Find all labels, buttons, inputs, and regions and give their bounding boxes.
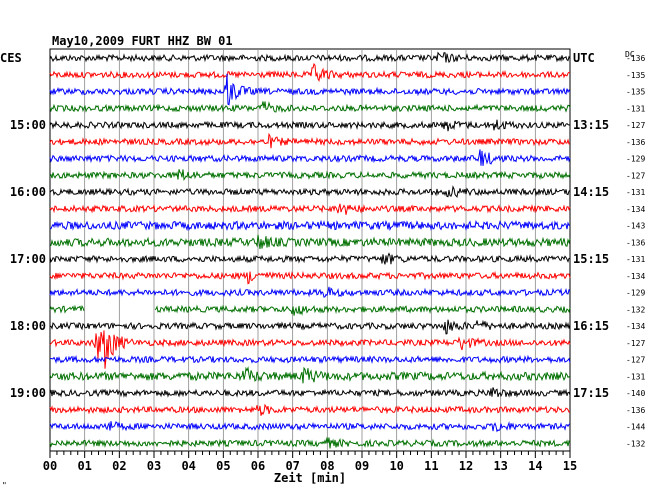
left-time-label-1: 15:00	[10, 118, 46, 132]
x-tick-label-14: 14	[528, 459, 542, 473]
dc-offset-21: -140	[626, 389, 645, 398]
trace-7	[49, 149, 571, 166]
dc-offset-23: -144	[626, 423, 645, 432]
trace-19	[50, 354, 571, 365]
right-time-label-4: 15:15	[573, 252, 609, 266]
x-tick-label-08: 08	[320, 459, 334, 473]
dc-offset-5: -127	[626, 121, 645, 130]
trace-12	[49, 234, 571, 249]
dc-offset-17: -134	[626, 322, 645, 331]
chart-title: May10,2009 FURT HHZ BW 01	[52, 34, 233, 48]
x-tick-label-15: 15	[563, 459, 577, 473]
x-tick-label-04: 04	[181, 459, 195, 473]
trace-17	[49, 319, 571, 335]
left-time-label-4: 18:00	[10, 319, 46, 333]
minute-grid	[84, 49, 536, 451]
x-tick-label-06: 06	[251, 459, 265, 473]
x-tick-label-03: 03	[147, 459, 161, 473]
trace-23	[49, 421, 571, 433]
right-time-label-1: UTC	[573, 51, 595, 65]
dc-offset-header: DC	[625, 50, 635, 59]
x-tick-label-07: 07	[285, 459, 299, 473]
trace-9	[49, 185, 571, 198]
trace-1	[49, 51, 571, 64]
x-tick-label-11: 11	[424, 459, 438, 473]
trace-16	[49, 304, 571, 316]
dc-offset-10: -134	[626, 205, 645, 214]
x-axis-label: Zeit [min]	[274, 471, 346, 485]
dc-offset-8: -127	[626, 171, 645, 180]
dc-offset-24: -132	[626, 439, 645, 448]
dc-offset-20: -131	[626, 372, 645, 381]
right-time-label-3: 14:15	[573, 185, 609, 199]
trace-8	[49, 169, 571, 181]
footer-note: "	[2, 481, 7, 490]
trace-20	[49, 365, 571, 384]
x-tick-label-10: 10	[389, 459, 403, 473]
trace-18	[49, 330, 571, 369]
dc-offset-13: -131	[626, 255, 645, 264]
dc-offset-labels: -136 -135 -135 -131 -127 -136 -129 -127 -131 -134…	[626, 54, 645, 448]
x-tick-label-12: 12	[459, 459, 473, 473]
trace-14	[49, 270, 571, 285]
dc-offset-15: -129	[626, 289, 645, 298]
trace-11	[50, 219, 571, 232]
trace-22	[49, 403, 571, 416]
left-time-label-2: 16:00	[10, 185, 46, 199]
dc-offset-18: -127	[626, 339, 645, 348]
dc-offset-3: -135	[626, 88, 645, 97]
trace-10	[49, 203, 571, 215]
dc-offset-12: -136	[626, 238, 645, 247]
dc-offset-7: -129	[626, 155, 645, 164]
trace-6	[49, 132, 571, 149]
right-time-label-6: 17:15	[573, 386, 609, 400]
dc-offset-9: -131	[626, 188, 645, 197]
dc-offset-1: -136	[626, 54, 645, 63]
x-axis: 00 01 02 03 04 05 06 07 08 09 10 11 12 13 14 15	[43, 451, 577, 473]
trace-3	[49, 73, 571, 106]
left-time-labels: 15:00 16:00 17:00 18:00 19:00	[10, 118, 46, 400]
left-timezone-label: CES	[0, 51, 22, 65]
trace-21	[49, 387, 571, 398]
dc-offset-4: -131	[626, 104, 645, 113]
dc-offset-6: -136	[626, 138, 645, 147]
trace-13	[49, 252, 571, 265]
dc-offset-14: -134	[626, 272, 645, 281]
x-tick-label-00: 00	[43, 459, 57, 473]
trace-5	[49, 119, 571, 132]
right-time-label-2: 13:15	[573, 118, 609, 132]
seismic-traces	[49, 51, 571, 449]
trace-24	[49, 437, 571, 449]
plot-frame	[49, 48, 571, 452]
dc-offset-2: -135	[626, 71, 645, 80]
dc-offset-19: -127	[626, 356, 645, 365]
x-tick-label-13: 13	[493, 459, 507, 473]
right-time-label-5: 16:15	[573, 319, 609, 333]
trace-15	[49, 286, 571, 298]
left-time-label-3: 17:00	[10, 252, 46, 266]
x-tick-label-01: 01	[77, 459, 91, 473]
right-time-labels: UTC 13:15 14:15 15:15 16:15 17:15	[573, 51, 609, 400]
trace-2	[49, 62, 571, 82]
x-tick-label-02: 02	[112, 459, 126, 473]
trace-4	[49, 101, 571, 114]
x-tick-label-05: 05	[216, 459, 230, 473]
left-time-label-5: 19:00	[10, 386, 46, 400]
dc-offset-16: -132	[626, 305, 645, 314]
dc-offset-22: -136	[626, 406, 645, 415]
dc-offset-11: -143	[626, 222, 645, 231]
x-tick-label-09: 09	[355, 459, 369, 473]
